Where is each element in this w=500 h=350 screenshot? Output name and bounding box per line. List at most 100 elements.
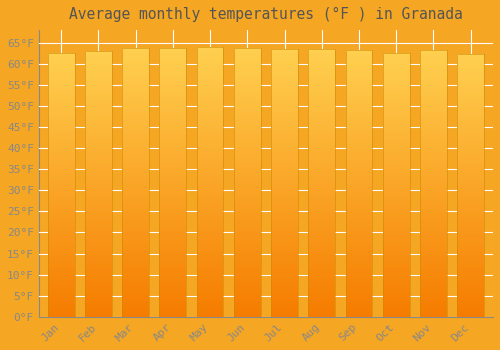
Bar: [308, 148, 335, 151]
Bar: [48, 277, 74, 280]
Bar: [271, 73, 298, 76]
Bar: [122, 126, 149, 128]
Bar: [271, 172, 298, 175]
Bar: [48, 90, 74, 93]
Bar: [196, 303, 224, 306]
Bar: [383, 309, 409, 312]
Bar: [160, 306, 186, 309]
Bar: [308, 309, 335, 312]
Bar: [308, 124, 335, 127]
Bar: [271, 97, 298, 100]
Bar: [458, 177, 484, 180]
Bar: [271, 124, 298, 127]
Bar: [234, 247, 260, 250]
Bar: [458, 175, 484, 177]
Bar: [308, 183, 335, 186]
Bar: [271, 274, 298, 276]
Bar: [346, 117, 372, 120]
Bar: [196, 241, 224, 244]
Bar: [234, 312, 260, 314]
Bar: [160, 139, 186, 142]
Bar: [346, 69, 372, 72]
Bar: [383, 240, 409, 243]
Bar: [346, 104, 372, 106]
Bar: [122, 236, 149, 239]
Bar: [48, 66, 74, 69]
Bar: [308, 97, 335, 100]
Bar: [271, 188, 298, 191]
Bar: [346, 229, 372, 232]
Bar: [308, 78, 335, 81]
Bar: [271, 250, 298, 253]
Bar: [271, 167, 298, 169]
Bar: [85, 70, 112, 72]
Bar: [308, 239, 335, 242]
Bar: [196, 66, 224, 69]
Bar: [122, 139, 149, 142]
Bar: [308, 143, 335, 146]
Bar: [160, 93, 186, 96]
Bar: [85, 131, 112, 133]
Bar: [458, 306, 484, 309]
Bar: [160, 163, 186, 166]
Bar: [85, 293, 112, 295]
Bar: [160, 123, 186, 126]
Bar: [48, 235, 74, 238]
Bar: [48, 211, 74, 214]
Bar: [383, 267, 409, 270]
Bar: [420, 168, 447, 170]
Bar: [383, 148, 409, 151]
Bar: [271, 78, 298, 81]
Bar: [308, 119, 335, 121]
Bar: [196, 252, 224, 255]
Bar: [458, 235, 484, 238]
Bar: [420, 122, 447, 125]
Bar: [48, 64, 74, 66]
Bar: [160, 180, 186, 182]
Bar: [308, 231, 335, 234]
Bar: [196, 96, 224, 98]
Bar: [85, 88, 112, 91]
Bar: [346, 56, 372, 58]
Bar: [160, 236, 186, 239]
Bar: [196, 160, 224, 163]
Bar: [122, 118, 149, 120]
Bar: [271, 290, 298, 293]
Bar: [458, 314, 484, 317]
Bar: [196, 114, 224, 117]
Bar: [122, 309, 149, 312]
Bar: [458, 288, 484, 290]
Bar: [122, 102, 149, 104]
Bar: [234, 282, 260, 285]
Bar: [48, 140, 74, 143]
Bar: [85, 213, 112, 216]
Bar: [383, 114, 409, 117]
Bar: [196, 190, 224, 192]
Bar: [85, 288, 112, 290]
Bar: [234, 241, 260, 244]
Bar: [271, 153, 298, 156]
Bar: [160, 83, 186, 85]
Bar: [122, 136, 149, 139]
Bar: [196, 47, 224, 50]
Bar: [160, 260, 186, 263]
Bar: [420, 79, 447, 82]
Bar: [160, 56, 186, 58]
Bar: [420, 194, 447, 197]
Bar: [234, 166, 260, 169]
Bar: [271, 229, 298, 231]
Bar: [196, 176, 224, 179]
Bar: [308, 258, 335, 261]
Bar: [458, 83, 484, 85]
Bar: [420, 312, 447, 314]
Bar: [420, 175, 447, 178]
Bar: [346, 199, 372, 202]
Bar: [308, 140, 335, 143]
Bar: [346, 295, 372, 298]
Bar: [383, 132, 409, 135]
Bar: [271, 81, 298, 84]
Bar: [234, 204, 260, 206]
Bar: [383, 122, 409, 124]
Bar: [458, 93, 484, 96]
Bar: [271, 130, 298, 132]
